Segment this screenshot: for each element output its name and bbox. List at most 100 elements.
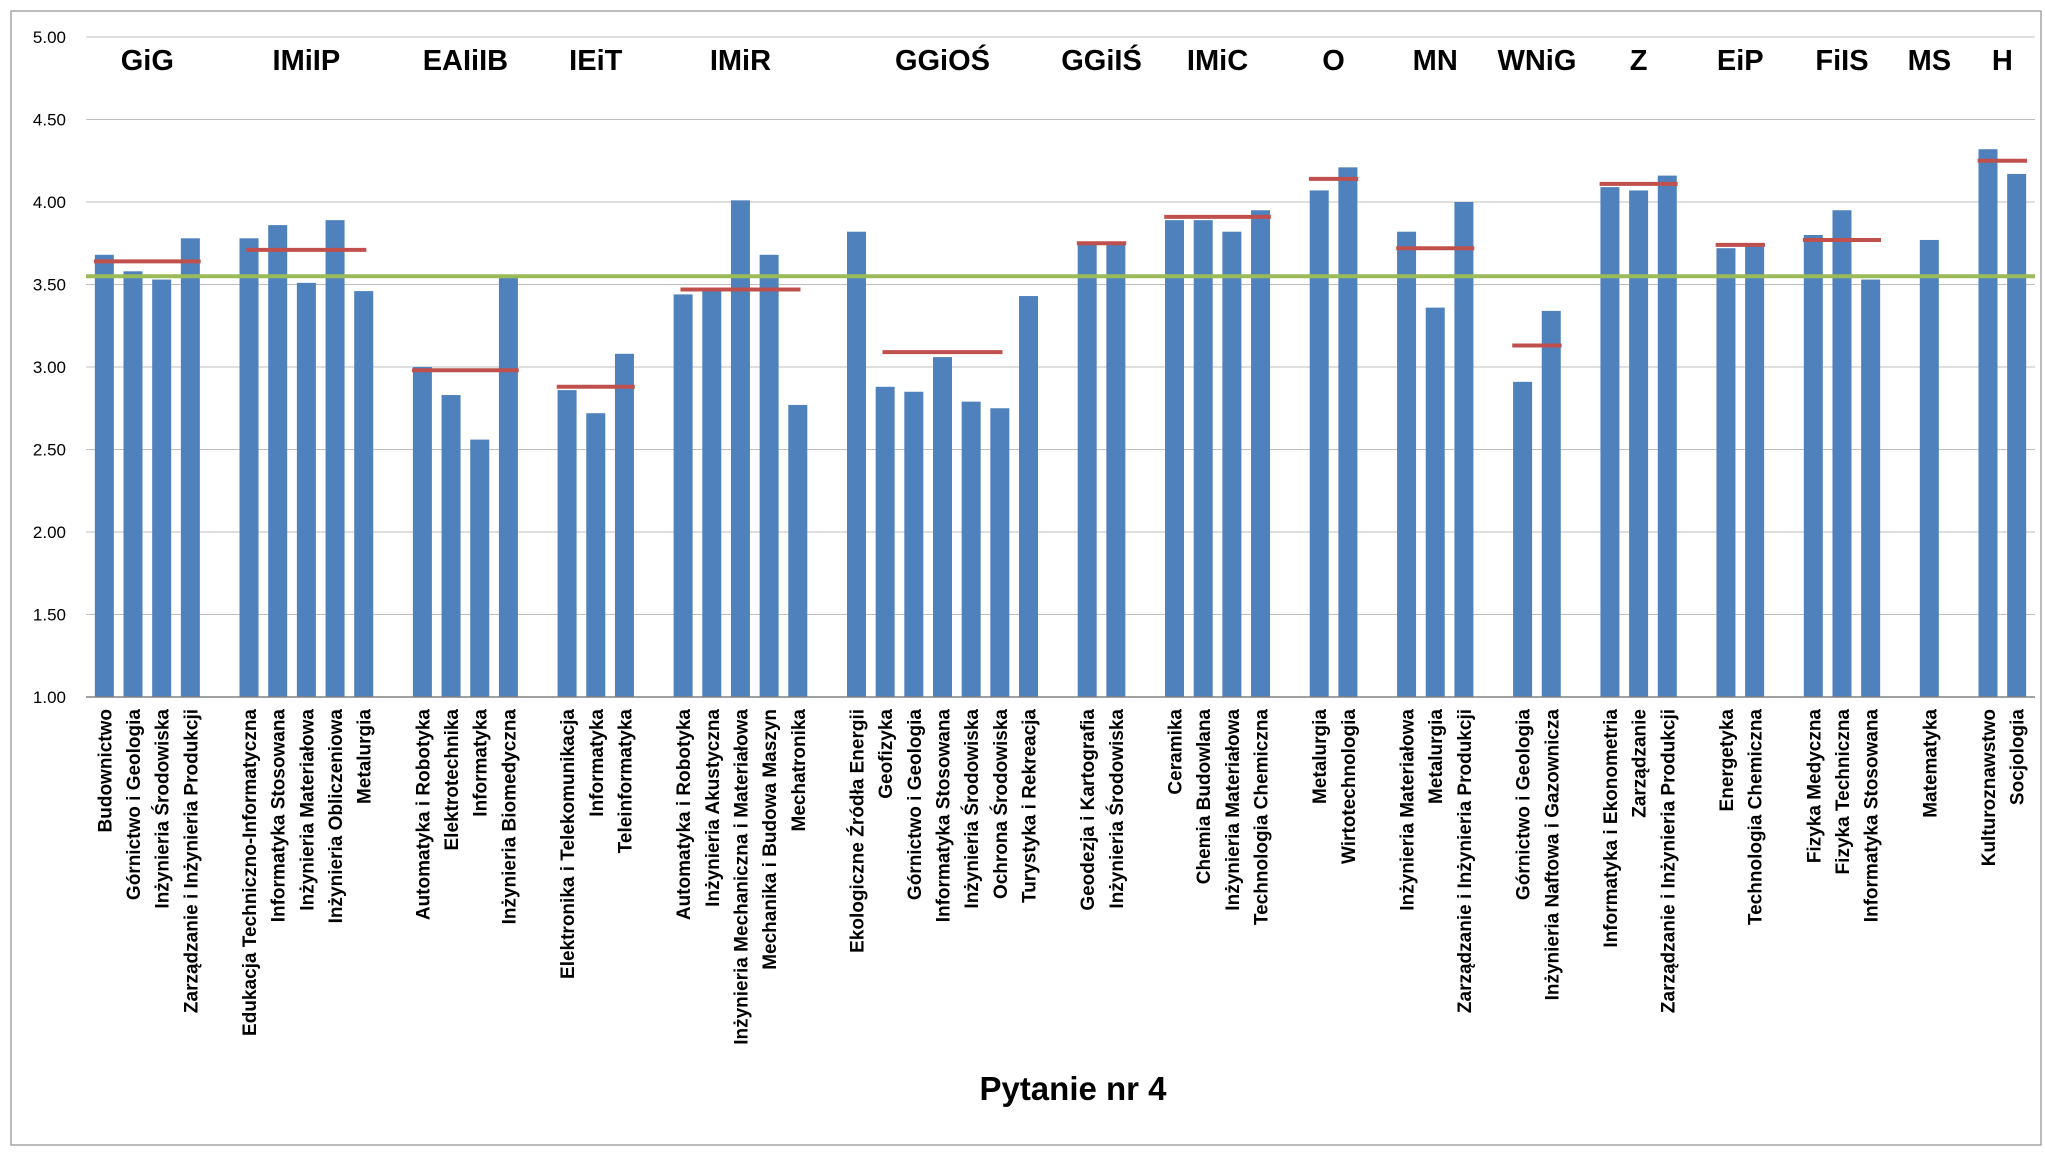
category-label: Inżynieria Materiałowa: [1223, 709, 1244, 911]
bar: [412, 367, 432, 697]
group-label: WNiG: [1497, 45, 1576, 77]
y-tick-label: 5.00: [33, 28, 66, 47]
bars: [94, 149, 2027, 698]
bar: [1454, 202, 1474, 697]
category-label: Informatyka: [471, 709, 492, 817]
bar: [1165, 220, 1185, 697]
group-label: IMiIP: [273, 45, 341, 77]
bar: [1919, 239, 1939, 697]
bar: [759, 254, 779, 698]
category-label: Mechanika i Budowa Maszyn: [760, 709, 781, 970]
category-label: Inżynieria Materiałowa: [297, 709, 318, 911]
category-label: Ceramika: [1166, 709, 1187, 795]
category-labels: Budownictwo Górnictwo i Geologia Inżynieri…: [95, 709, 2028, 1045]
category-label: Zarządzanie i Inżynieria Produkcji: [1455, 709, 1476, 1013]
group-label: MS: [1908, 45, 1952, 77]
category-label: Budownictwo: [95, 709, 116, 832]
category-label: Górnictwo i Geologia: [905, 709, 926, 901]
category-label: Energetyka: [1717, 709, 1738, 812]
category-label: Ekologiczne Źródła Energii: [846, 709, 868, 953]
group-label: Z: [1630, 45, 1648, 77]
category-label: Metalurgia: [355, 709, 376, 804]
bar: [1077, 241, 1097, 697]
bar: [875, 386, 895, 697]
category-label: Inżynieria Akustyczna: [703, 709, 724, 907]
bar: [1193, 220, 1213, 697]
group-label: GGiIŚ: [1061, 43, 1142, 77]
bar: [268, 225, 288, 697]
bar: [180, 238, 200, 698]
group-label: IEiT: [569, 45, 622, 77]
bar: [673, 294, 693, 697]
bar: [470, 439, 490, 697]
bar: [325, 220, 345, 697]
category-label: Chemia Budowlana: [1194, 709, 1215, 885]
bar: [94, 254, 114, 698]
bar: [1309, 190, 1329, 697]
bar: [1106, 244, 1126, 697]
category-label: Teleinformatyka: [615, 709, 636, 854]
category-label: Geofizyka: [876, 709, 897, 799]
group-label: IMiC: [1187, 45, 1248, 77]
category-label: Informatyka Stosowana: [1862, 709, 1883, 923]
bar: [1397, 231, 1417, 697]
group-label: GGiOŚ: [895, 43, 990, 77]
category-label: Technologia Chemiczna: [1746, 709, 1767, 926]
category-label: Inżynieria Naftowa i Gazownicza: [1542, 709, 1563, 1001]
bar: [1832, 210, 1852, 697]
group-label: GiG: [121, 45, 174, 77]
category-label: Socjologia: [2008, 709, 2029, 806]
bar: [1861, 279, 1881, 697]
category-label: Turystyka i Rekreacja: [1020, 709, 1041, 903]
group-average-lines: [94, 158, 2027, 389]
bar: [1629, 190, 1649, 697]
category-label: Elektrotechnika: [442, 709, 463, 851]
category-label: Inżynieria Mechaniczna i Materiałowa: [731, 709, 752, 1045]
bar: [586, 413, 606, 697]
category-label: Wirtotechnologia: [1339, 709, 1360, 864]
bar: [1745, 243, 1765, 697]
category-label: Fizyka Medyczna: [1804, 709, 1825, 864]
bar: [788, 404, 808, 697]
y-tick-label: 2.50: [33, 441, 66, 460]
group-label: IMiR: [710, 45, 771, 77]
bar: [846, 231, 866, 697]
bar: [1513, 381, 1533, 697]
category-label: Mechatronika: [789, 709, 810, 832]
bar: [730, 200, 750, 697]
category-label: Informatyka i Ekonometria: [1601, 709, 1622, 948]
bar: [1657, 175, 1677, 698]
bar: [296, 282, 316, 697]
y-tick-label: 2.00: [33, 523, 66, 542]
category-label: Geodezja i Kartografia: [1078, 709, 1099, 911]
bar: [152, 279, 172, 697]
group-label: O: [1322, 45, 1345, 77]
category-label: Kulturoznawstwo: [1979, 709, 2000, 866]
bar: [354, 291, 374, 697]
category-label: Elektronika i Telekomunikacja: [558, 709, 579, 979]
x-axis-title: Pytanie nr 4: [979, 1070, 1167, 1107]
bar: [1425, 307, 1445, 697]
category-label: Technologia Chemiczna: [1252, 709, 1273, 926]
category-label: Matematyka: [1920, 709, 1941, 818]
y-tick-label: 1.00: [33, 688, 66, 707]
bar: [614, 353, 634, 697]
bar: [1600, 187, 1620, 697]
category-label: Informatyka: [587, 709, 608, 817]
category-label: Informatyka Stosowana: [269, 709, 290, 923]
group-label: FiIS: [1815, 45, 1868, 77]
category-label: Górnictwo i Geologia: [1514, 709, 1535, 901]
bar: [1716, 248, 1736, 697]
bar: [1978, 149, 1998, 697]
y-tick-label: 4.50: [33, 111, 66, 130]
category-label: Inżynieria Środowiska: [152, 709, 174, 909]
category-label: Inżynieria Środowiska: [961, 709, 983, 909]
category-label: Zarządzanie i Inżynieria Produkcji: [181, 709, 202, 1013]
category-label: Automatyka i Robotyka: [674, 709, 695, 921]
bar: [1541, 310, 1561, 697]
group-label: MN: [1413, 45, 1458, 77]
category-label: Zarządzanie: [1630, 709, 1651, 818]
group-labels: GiG IMiIP EAIiIB IEiT IMiR GGiOŚ GGiIŚ IMiC O MN W…: [121, 43, 2013, 77]
category-label: Metalurgia: [1426, 709, 1447, 804]
